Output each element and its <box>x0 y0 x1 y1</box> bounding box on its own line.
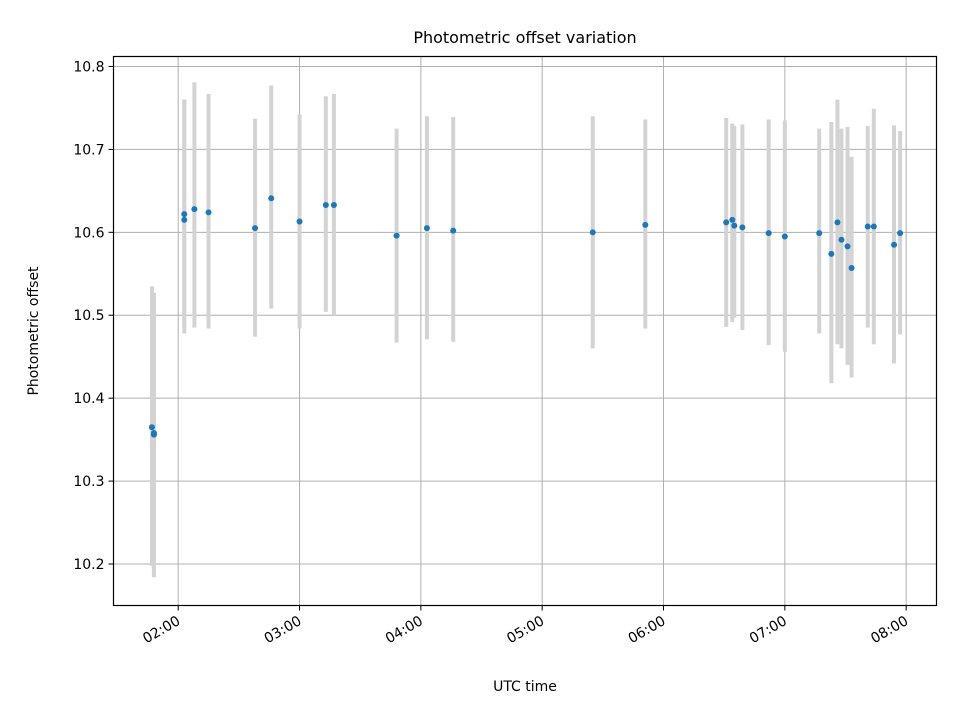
data-point <box>589 229 596 236</box>
data-point <box>252 225 259 232</box>
y-tick-label: 10.3 <box>73 474 104 490</box>
data-point <box>781 233 788 240</box>
data-point <box>423 225 430 232</box>
data-point <box>891 241 898 248</box>
data-point <box>150 430 157 437</box>
data-point <box>393 232 400 239</box>
y-tick-label: 10.8 <box>73 59 104 75</box>
data-point <box>181 216 188 223</box>
data-point <box>322 201 329 208</box>
data-point <box>729 216 736 223</box>
data-point <box>191 206 198 213</box>
plot-area-frame <box>112 55 938 607</box>
y-tick-label: 10.6 <box>73 225 104 241</box>
data-point <box>642 221 649 228</box>
data-points <box>148 195 904 438</box>
data-point <box>828 250 835 257</box>
data-point <box>330 201 337 208</box>
data-point <box>268 195 275 202</box>
y-axis: 10.2 10.3 10.4 10.5 10.6 10.7 10.8 <box>73 59 114 573</box>
data-point <box>723 219 730 226</box>
data-point <box>739 224 746 231</box>
data-point <box>148 424 155 431</box>
data-point <box>205 209 212 216</box>
chart-title: Photometric offset variation <box>413 28 636 47</box>
data-point <box>897 230 904 237</box>
data-point <box>844 243 851 250</box>
data-point <box>864 223 871 230</box>
y-tick-label: 10.7 <box>73 142 104 158</box>
data-point <box>296 218 303 225</box>
y-axis-label: Photometric offset <box>26 266 42 396</box>
x-axis-label: UTC time <box>493 679 557 695</box>
y-tick-label: 10.2 <box>73 557 104 573</box>
data-point <box>181 211 188 218</box>
data-point <box>870 223 877 230</box>
data-point <box>848 264 855 271</box>
data-point <box>816 230 823 237</box>
y-tick-label: 10.4 <box>73 391 104 407</box>
data-point <box>450 227 457 234</box>
data-point <box>731 222 738 229</box>
data-point <box>765 230 772 237</box>
data-point <box>838 236 845 243</box>
data-point <box>834 219 841 226</box>
y-tick-label: 10.5 <box>73 308 104 324</box>
